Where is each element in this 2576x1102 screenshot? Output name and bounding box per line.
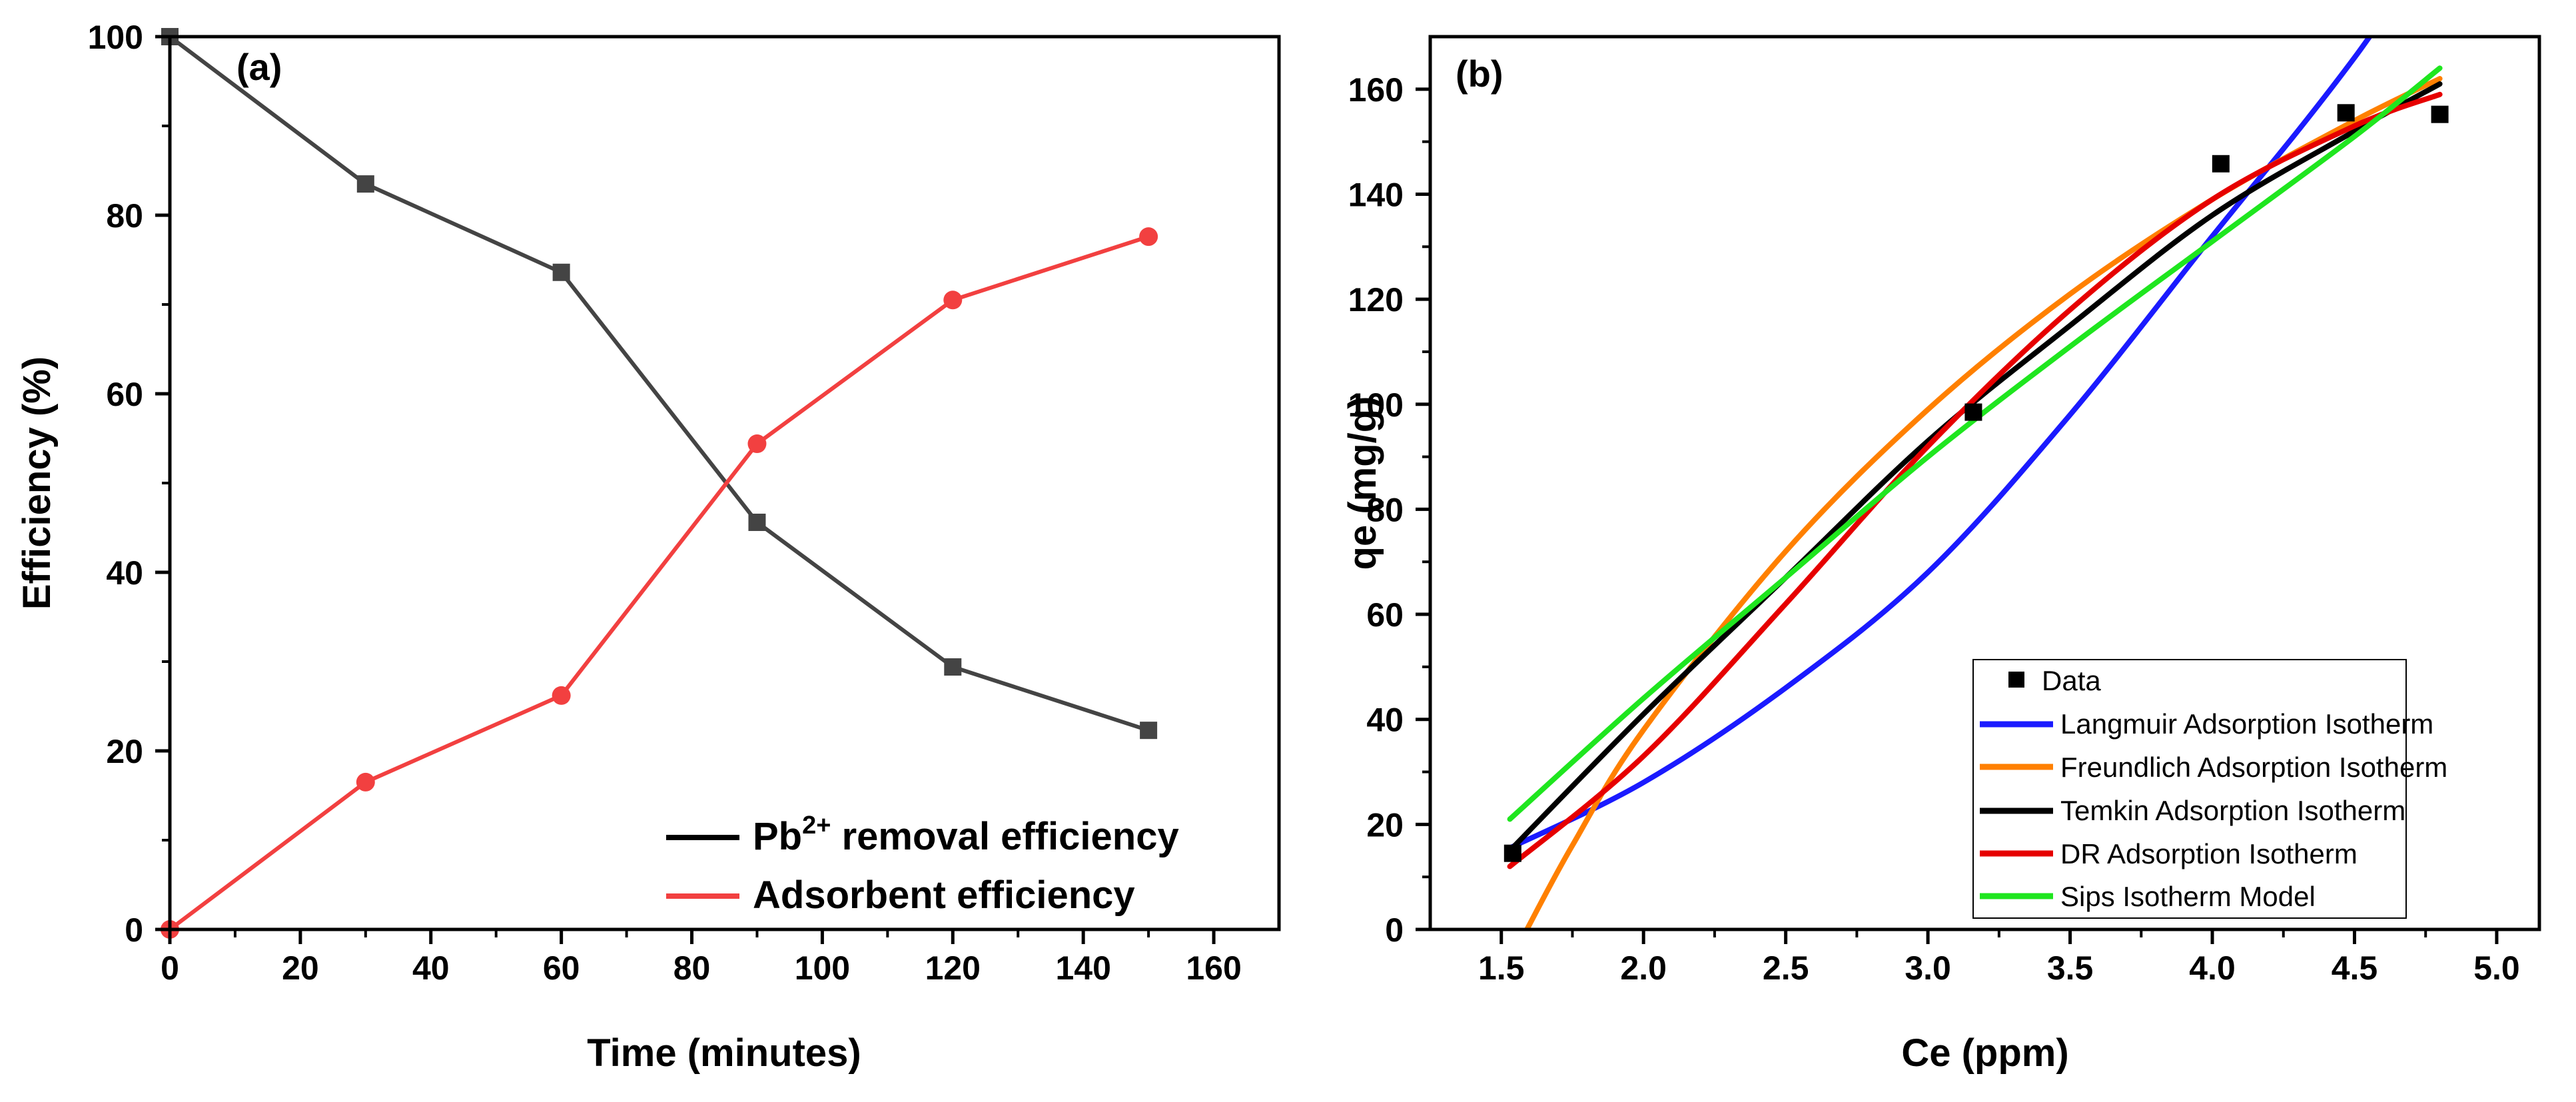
a-y-tick-label: 60 (106, 376, 143, 413)
a-y-tick-label: 100 (88, 19, 143, 56)
a-x-tick-label: 140 (1055, 949, 1110, 987)
a-series-line-pb-removal (169, 35, 1150, 733)
b-x-tick-label: 3.0 (1905, 949, 1951, 987)
panel-a: 0 20 40 60 80 100 120 140 160 0 20 40 60 80 100 (a) Ti… (15, 19, 1281, 1075)
b-y-tick-label: 20 (1366, 806, 1404, 843)
b-x-tick-label: 3.5 (2047, 949, 2094, 987)
a-y-tick-label: 0 (125, 911, 143, 949)
a-point-pb-removal (356, 175, 374, 193)
a-legend: Pb2+ removal efficiency Adsorbent effici… (666, 812, 1179, 917)
a-y-tick-label: 40 (106, 554, 143, 592)
b-y-tick-label: 0 (1385, 911, 1404, 949)
a-x-axis-title: Time (minutes) (587, 1031, 861, 1075)
b-y-tick-label: 100 (1348, 386, 1404, 424)
a-panel-label: (a) (236, 46, 282, 88)
a-x-tick-label: 160 (1186, 949, 1241, 987)
a-point-pb-removal (944, 658, 962, 676)
b-y-tick-label: 80 (1366, 491, 1404, 528)
panel-b: 1.5 2.0 2.5 3.0 3.5 4.0 4.5 5.0 0 20 40 60 80 100 120 1… (1341, 35, 2541, 1075)
b-fit-line-sips (1507, 65, 2443, 822)
a-series-line-adsorbent (169, 235, 1150, 931)
a-x-tick-label: 120 (925, 949, 981, 987)
b-y-axis-title: qe (mg/g) (1341, 396, 1384, 570)
b-data-point (2431, 105, 2449, 123)
b-fit-line-langmuir (1507, 37, 2373, 851)
b-legend-swatch-data (2008, 672, 2024, 688)
b-y-tick-label: 120 (1348, 281, 1404, 318)
b-x-tick-label: 4.5 (2332, 949, 2378, 987)
a-point-adsorbent (552, 686, 571, 705)
a-point-adsorbent (356, 772, 375, 792)
b-x-tick-label: 1.5 (1478, 949, 1525, 987)
b-data-point (2337, 104, 2355, 122)
b-data-point (2212, 155, 2230, 173)
a-point-pb-removal (748, 513, 766, 531)
b-marks (1503, 37, 2449, 929)
b-data-point (1503, 844, 1521, 862)
a-y-tick-label: 20 (106, 733, 143, 770)
a-x-tick-label: 0 (161, 949, 179, 987)
b-y-tick-label: 160 (1348, 71, 1404, 109)
b-y-tick-label: 40 (1366, 702, 1404, 739)
a-point-pb-removal (1140, 722, 1158, 740)
b-legend-label-sips: Sips Isotherm Model (2060, 881, 2316, 912)
b-legend-label-dr: DR Adsorption Isotherm (2060, 838, 2358, 869)
b-x-tick-label: 5.0 (2473, 949, 2520, 987)
b-x-tick-label: 2.0 (1620, 949, 1667, 987)
a-legend-pb-prefix: Pb (753, 815, 802, 858)
b-data-point (1964, 403, 1982, 421)
b-ticks: 1.5 2.0 2.5 3.0 3.5 4.0 4.5 5.0 0 20 40 60 80 100 120 1… (1348, 71, 2520, 987)
b-legend-label-freundlich: Freundlich Adsorption Isotherm (2060, 752, 2447, 783)
a-point-adsorbent (747, 434, 767, 454)
a-ticks: 0 20 40 60 80 100 120 140 160 0 20 40 60 80 100 (88, 19, 1242, 987)
b-legend-label-langmuir: Langmuir Adsorption Isotherm (2060, 708, 2433, 740)
b-panel-label: (b) (1456, 53, 1503, 95)
b-y-tick-label: 60 (1366, 596, 1404, 634)
a-legend-label-adsorbent: Adsorbent efficiency (753, 873, 1135, 917)
a-legend-pb-sup: 2+ (802, 812, 831, 839)
a-point-pb-removal (552, 263, 570, 281)
a-y-axis-title: Efficiency (%) (15, 356, 59, 610)
b-x-tick-label: 2.5 (1763, 949, 1809, 987)
b-x-tick-label: 4.0 (2189, 949, 2236, 987)
a-y-tick-label: 80 (106, 197, 143, 235)
b-plot-frame (1428, 35, 2541, 931)
a-legend-pb-suffix: removal efficiency (831, 815, 1178, 858)
b-y-tick-label: 140 (1348, 176, 1404, 213)
a-point-adsorbent (943, 290, 963, 310)
a-point-adsorbent (1139, 227, 1158, 247)
a-legend-label-pb: Pb2+ removal efficiency (753, 812, 1179, 858)
b-legend-label-temkin: Temkin Adsorption Isotherm (2060, 795, 2405, 826)
b-legend-box (1972, 659, 2407, 919)
a-x-tick-label: 60 (543, 949, 580, 987)
a-x-tick-label: 80 (673, 949, 711, 987)
b-x-axis-title: Ce (ppm) (1901, 1031, 2068, 1075)
a-marks (161, 28, 1158, 939)
a-x-tick-label: 20 (282, 949, 319, 987)
b-legend-label-data: Data (2042, 665, 2101, 696)
b-legend: Data Langmuir Adsorption Isotherm Freund… (1972, 659, 2447, 919)
a-x-tick-label: 40 (412, 949, 450, 987)
a-x-tick-label: 100 (795, 949, 850, 987)
